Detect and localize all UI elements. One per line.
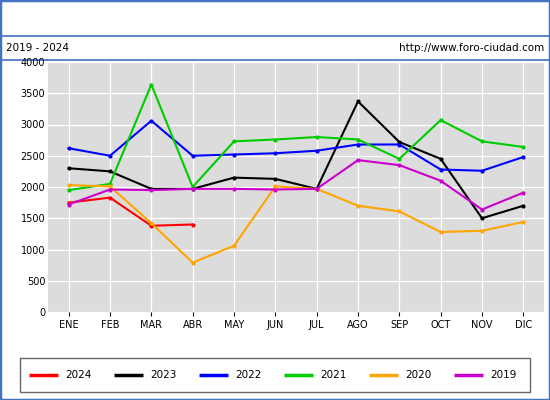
Text: 2024: 2024 <box>65 370 91 380</box>
Text: 2019 - 2024: 2019 - 2024 <box>6 43 69 53</box>
Text: 2022: 2022 <box>235 370 261 380</box>
Text: 2019: 2019 <box>490 370 516 380</box>
Text: 2020: 2020 <box>405 370 431 380</box>
Text: http://www.foro-ciudad.com: http://www.foro-ciudad.com <box>399 43 544 53</box>
Text: 2021: 2021 <box>320 370 346 380</box>
Text: 2023: 2023 <box>150 370 177 380</box>
Text: Evolucion Nº Turistas Nacionales en el municipio de Añover de Tajo: Evolucion Nº Turistas Nacionales en el m… <box>60 12 490 24</box>
